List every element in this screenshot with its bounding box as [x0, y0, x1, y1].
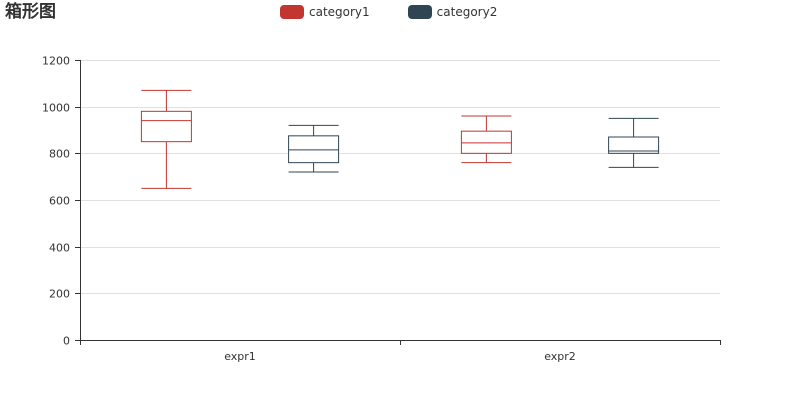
box-category1-expr2-iqr-box	[460, 130, 512, 154]
legend-item-category1[interactable]: category1	[280, 5, 370, 19]
x-tick-label-expr2: expr2	[544, 350, 576, 363]
y-tick-label-200: 200	[49, 288, 70, 301]
legend-item-category2[interactable]: category2	[407, 5, 498, 19]
x-tick-label-expr1: expr1	[224, 350, 256, 363]
y-tick-label-600: 600	[49, 195, 70, 208]
legend: category1 category2	[280, 5, 497, 19]
y-tick-label-1200: 1200	[42, 55, 70, 68]
box-category2-expr2-iqr-box	[608, 136, 660, 154]
legend-swatch-category1	[280, 5, 304, 19]
y-tick-label-0: 0	[63, 335, 70, 348]
y-tick-label-800: 800	[49, 148, 70, 161]
y-tick-label-1000: 1000	[42, 102, 70, 115]
box-category2-expr1-iqr-box	[288, 135, 340, 164]
legend-label-category1: category1	[309, 5, 370, 19]
legend-swatch-category2	[407, 5, 432, 19]
y-tick-label-400: 400	[49, 242, 70, 255]
chart-title: 箱形图	[5, 2, 56, 22]
legend-label-category2: category2	[436, 5, 498, 19]
box-category1-expr1-iqr-box	[140, 110, 192, 143]
